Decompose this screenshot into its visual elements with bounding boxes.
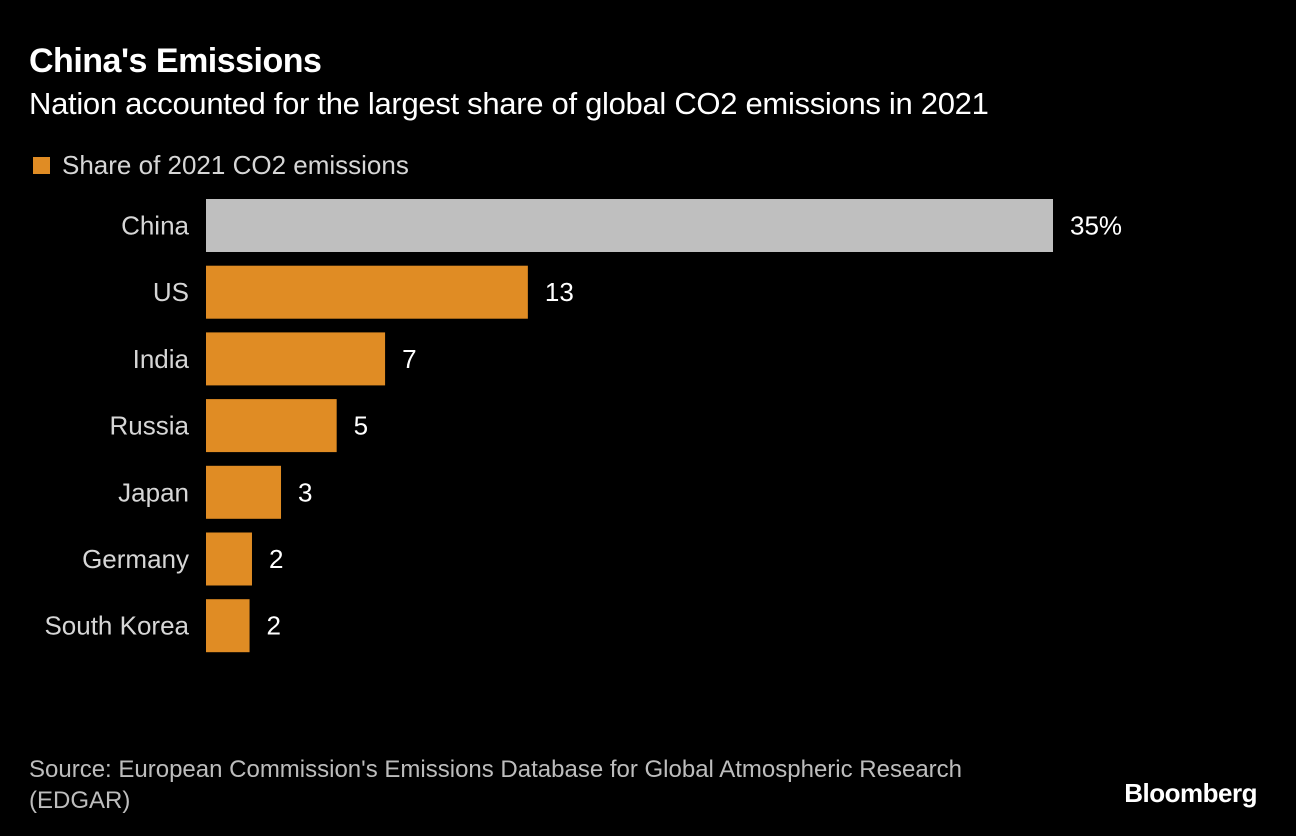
- bar-germany: [206, 532, 252, 586]
- legend-swatch: [33, 157, 50, 174]
- data-label: 2: [269, 544, 283, 574]
- category-label: Russia: [110, 411, 190, 441]
- data-label: 3: [298, 477, 312, 507]
- bar-us: [206, 265, 528, 319]
- data-label: 13: [545, 277, 574, 307]
- data-label: 2: [267, 611, 281, 641]
- data-label: 35%: [1070, 211, 1122, 241]
- data-label: 7: [402, 344, 416, 374]
- bar-china: [206, 199, 1053, 252]
- bar-south-korea: [206, 599, 250, 653]
- legend-label: Share of 2021 CO2 emissions: [62, 150, 409, 180]
- legend: Share of 2021 CO2 emissions: [33, 150, 409, 181]
- source-note: Source: European Commission's Emissions …: [29, 756, 962, 814]
- category-label: China: [121, 211, 189, 241]
- category-label: India: [133, 344, 190, 374]
- category-label: Japan: [118, 477, 189, 507]
- category-label: US: [153, 277, 189, 307]
- bar-india: [206, 332, 386, 386]
- chart-title: China's Emissions: [29, 42, 322, 80]
- bloomberg-logo: Bloomberg: [1124, 778, 1257, 808]
- data-label: 5: [354, 411, 368, 441]
- category-label: Germany: [82, 544, 189, 574]
- bar-japan: [206, 465, 282, 519]
- bar-russia: [206, 399, 337, 453]
- chart-subtitle: Nation accounted for the largest share o…: [29, 86, 989, 121]
- category-label: South Korea: [44, 611, 189, 641]
